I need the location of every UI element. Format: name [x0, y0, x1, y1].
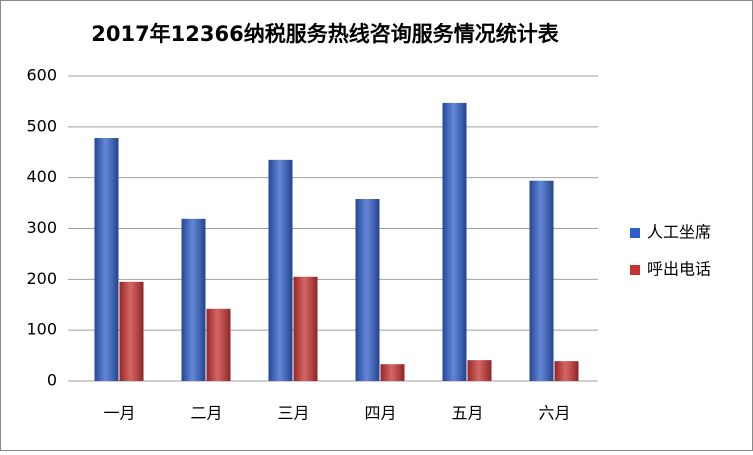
bar-shine [442, 102, 467, 382]
y-tick-label: 600 [26, 66, 57, 85]
x-tick-label: 二月 [190, 404, 222, 423]
bar-shine [467, 360, 492, 381]
bar-shine [554, 361, 579, 381]
bar-shine [268, 159, 293, 381]
x-tick-label: 六月 [538, 404, 570, 423]
legend-swatch [630, 228, 640, 238]
x-tick-label: 四月 [364, 404, 396, 423]
legend-label: 人工坐席 [647, 223, 711, 242]
bar-shine [355, 199, 380, 381]
y-tick-label: 300 [26, 218, 57, 237]
y-tick-label: 400 [26, 167, 57, 186]
x-tick-label: 五月 [451, 404, 483, 423]
x-tick-label: 一月 [103, 404, 135, 423]
chart-title: 2017年12366纳税服务热线咨询服务情况统计表 [91, 22, 560, 46]
legend-label: 呼出电话 [647, 260, 711, 279]
legend-swatch [630, 265, 640, 275]
y-tick-label: 100 [26, 320, 57, 339]
bar-shine [206, 308, 231, 381]
y-tick-label: 0 [47, 371, 57, 390]
bar-shine [529, 180, 554, 381]
y-tick-label: 200 [26, 269, 57, 288]
bar-shine [94, 138, 119, 381]
x-tick-label: 三月 [277, 404, 309, 423]
bar-shine [380, 364, 405, 381]
bar-shine [181, 218, 206, 381]
bar-shine [293, 276, 318, 381]
bar-shine [119, 281, 144, 381]
y-tick-label: 500 [26, 116, 57, 135]
